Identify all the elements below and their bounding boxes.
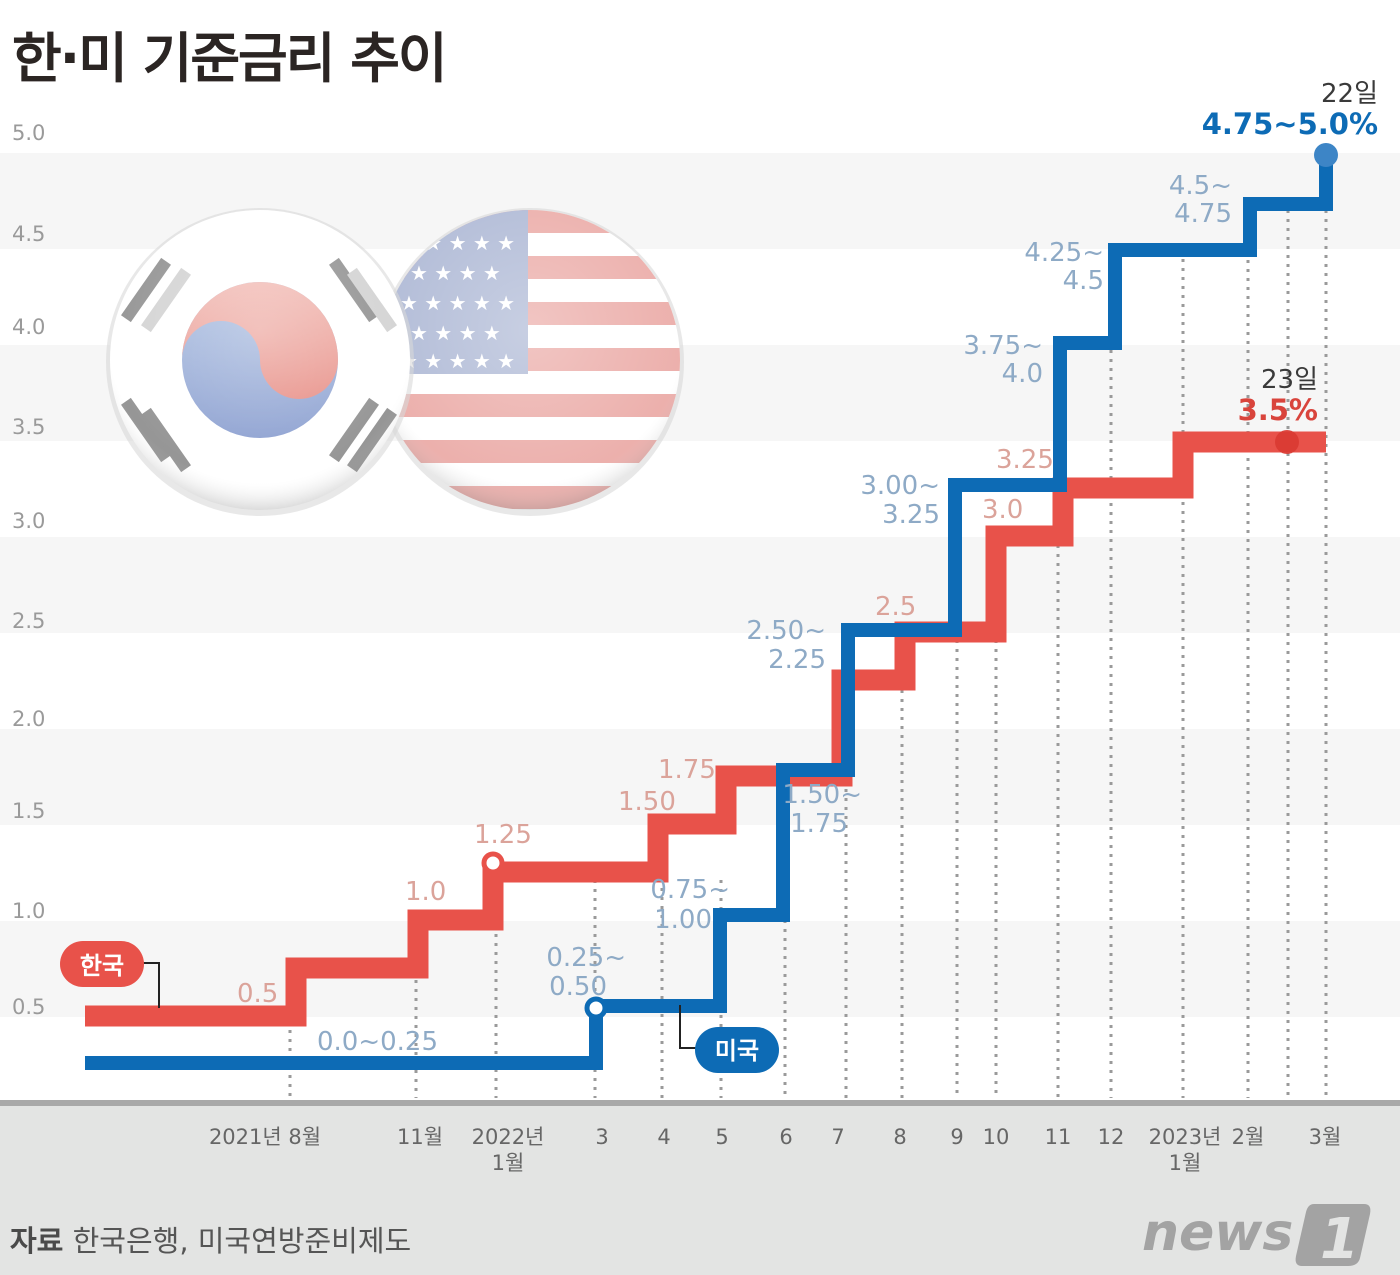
korea-legend: 한국 [60, 941, 160, 1008]
x-tick: 8 [893, 1125, 907, 1149]
svg-text:0.25~: 0.25~ [546, 943, 626, 973]
x-tick: 6 [779, 1125, 793, 1149]
us-rate-line [85, 155, 1333, 1070]
svg-text:3.25: 3.25 [996, 445, 1054, 475]
svg-text:2.5: 2.5 [875, 592, 916, 622]
korea-marker-2022-01 [481, 851, 505, 875]
svg-text:1.50~: 1.50~ [782, 780, 862, 810]
us-value-labels: 0.0~0.25 0.25~ 0.50 0.75~ 1.00 1.50~ 1.7… [317, 171, 1232, 1057]
svg-text:4.0: 4.0 [1002, 359, 1043, 389]
y-tick: 2.5 [12, 609, 45, 633]
korea-value-labels: 0.5 1.0 1.25 1.50 1.75 2.5 3.0 3.25 [237, 445, 1054, 1009]
us-final-marker [1314, 143, 1338, 167]
svg-text:0.5: 0.5 [237, 979, 278, 1009]
y-tick: 0.5 [12, 995, 45, 1019]
svg-text:0.0~0.25: 0.0~0.25 [317, 1027, 438, 1057]
chart-title: 한·미 기준금리 추이 [12, 27, 448, 90]
svg-text:4.75~5.0%: 4.75~5.0% [1202, 107, 1378, 141]
svg-text:1.0: 1.0 [405, 877, 446, 907]
source-text: 한국은행, 미국연방준비제도 [72, 1224, 412, 1258]
y-tick: 5.0 [12, 121, 45, 145]
y-tick: 4.5 [12, 222, 45, 246]
x-tick: 2023년 1월 [1148, 1125, 1222, 1175]
x-tick: 11월 [396, 1125, 444, 1149]
svg-text:3.5%: 3.5% [1238, 393, 1318, 427]
us-final-annotation: 22일 4.75~5.0% [1202, 79, 1378, 141]
svg-text:1.50: 1.50 [618, 787, 676, 817]
svg-text:0.50: 0.50 [549, 972, 607, 1002]
us-marker-2022-03 [584, 996, 608, 1020]
svg-text:1.75: 1.75 [658, 755, 716, 785]
svg-text:한국: 한국 [80, 952, 124, 980]
us-legend: 미국 [679, 1005, 779, 1073]
rate-chart: 5.0 4.5 4.0 3.5 3.0 2.5 2.0 1.5 1.0 0.5 [0, 79, 1400, 1098]
svg-text:3.0: 3.0 [982, 495, 1023, 525]
x-tick: 3월 [1308, 1125, 1342, 1149]
x-tick: 9 [950, 1125, 964, 1149]
x-tick: 5 [715, 1125, 729, 1149]
y-tick: 2.0 [12, 707, 45, 731]
svg-text:4.75: 4.75 [1174, 199, 1232, 229]
x-tick: 10 [982, 1125, 1010, 1149]
svg-text:4.5~: 4.5~ [1169, 171, 1232, 201]
svg-text:0.75~: 0.75~ [650, 875, 730, 905]
x-tick: 3 [595, 1125, 609, 1149]
svg-text:1.75: 1.75 [790, 809, 848, 839]
news1-logo: news 1 [1142, 1203, 1371, 1268]
y-tick: 4.0 [12, 315, 45, 339]
source-label: 자료 [10, 1224, 64, 1258]
x-tick: 2월 [1231, 1125, 1265, 1149]
us-flag-icon: ★ ★ ★ ★ ★ ★ ★ ★ ★ ★ ★ ★ ★ ★ ★ ★ ★ ★ ★ ★ … [376, 208, 684, 516]
source-note: 자료 한국은행, 미국연방준비제도 [10, 1218, 411, 1260]
y-tick: 1.0 [12, 899, 45, 923]
korea-flag-icon [106, 208, 414, 516]
svg-text:3.75~: 3.75~ [963, 331, 1043, 361]
x-tick: 4 [657, 1125, 671, 1149]
svg-text:4.25~: 4.25~ [1024, 238, 1104, 268]
x-tick: 11 [1044, 1125, 1072, 1149]
x-tick: 2021년 8월 [208, 1125, 322, 1149]
svg-text:3.00~: 3.00~ [860, 471, 940, 501]
svg-text:1: 1 [1320, 1207, 1359, 1268]
svg-text:2.25: 2.25 [768, 645, 826, 675]
footer: 2021년 8월 11월 2022년 1월 3 4 5 6 7 8 9 10 11 12 2023년 1월… [0, 1100, 1400, 1275]
svg-text:23일: 23일 [1261, 365, 1318, 395]
y-tick: 3.0 [12, 509, 45, 533]
svg-text:4.5: 4.5 [1063, 266, 1104, 296]
x-tick: 12 [1097, 1125, 1125, 1149]
svg-text:1.00: 1.00 [654, 905, 712, 935]
x-tick: 2022년 1월 [471, 1125, 545, 1175]
y-axis: 5.0 4.5 4.0 3.5 3.0 2.5 2.0 1.5 1.0 0.5 [12, 121, 45, 1019]
svg-text:미국: 미국 [715, 1037, 759, 1065]
background-bands [0, 153, 1400, 1017]
y-tick: 1.5 [12, 799, 45, 823]
svg-text:22일: 22일 [1321, 79, 1378, 109]
x-tick: 7 [831, 1125, 845, 1149]
svg-text:3.25: 3.25 [882, 500, 940, 530]
y-tick: 3.5 [12, 415, 45, 439]
korea-final-marker [1275, 430, 1299, 454]
svg-text:news: news [1142, 1203, 1293, 1263]
korea-final-annotation: 23일 3.5% [1238, 365, 1318, 427]
svg-text:2.50~: 2.50~ [746, 616, 826, 646]
svg-text:1.25: 1.25 [474, 820, 532, 850]
